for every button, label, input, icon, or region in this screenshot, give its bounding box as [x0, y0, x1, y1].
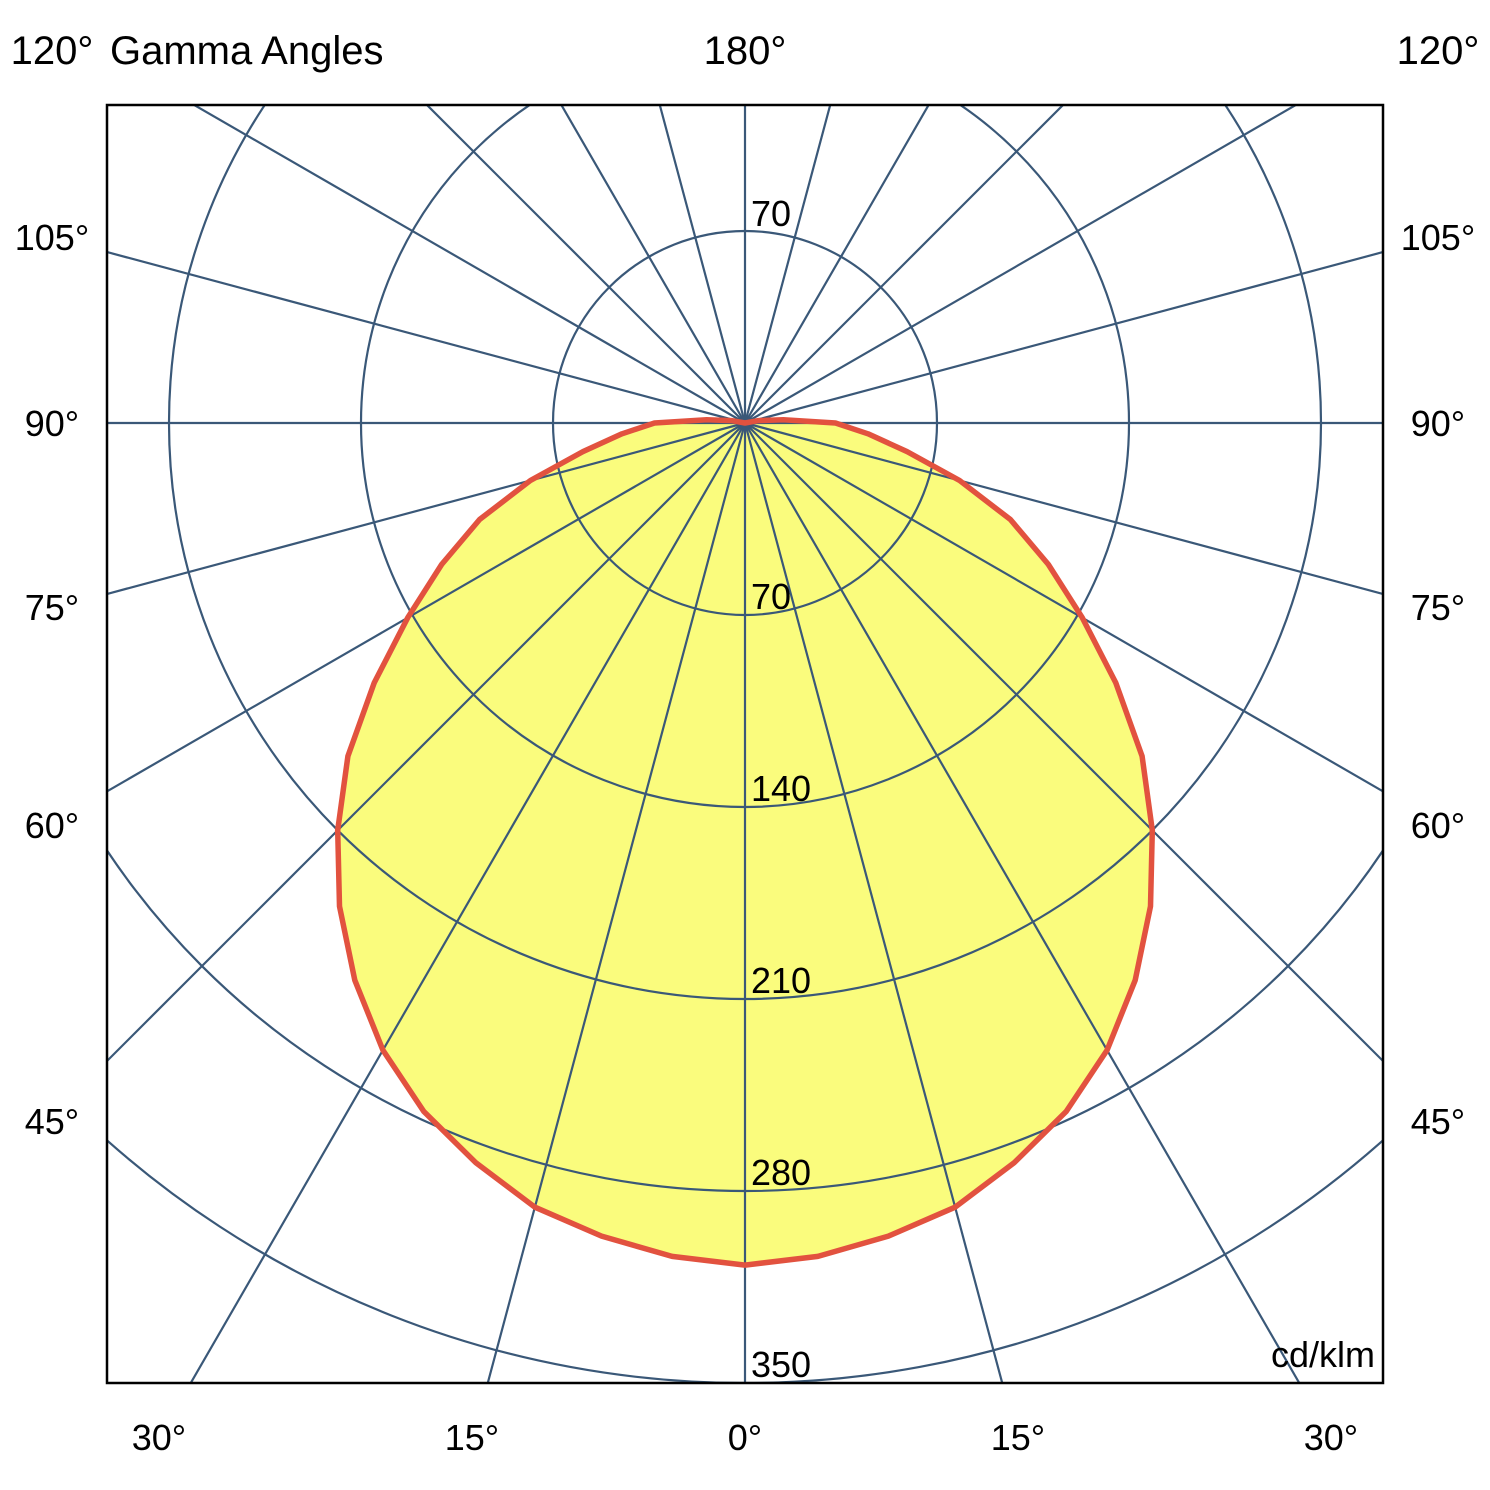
gamma-label-right-120: 120° — [1397, 29, 1480, 73]
gamma-label-bottom-3-15: 15° — [991, 1417, 1045, 1458]
gamma-label-bottom-2-0: 0° — [728, 1417, 762, 1458]
chart-title: Gamma Angles — [110, 29, 383, 73]
angular-gridline-15 — [743, 422, 1004, 1383]
gamma-label-bottom-0-30: 30° — [132, 1417, 186, 1458]
unit-label: cd/klm — [1271, 1334, 1375, 1375]
plot-border — [105, 103, 1385, 1385]
angular-gridline-210 — [560, 105, 746, 424]
angular-gridline-60 — [744, 422, 1383, 793]
radial-label-above-70: 70 — [751, 193, 791, 234]
angular-gridline-30 — [744, 422, 1301, 1383]
gamma-label-left-75: 75° — [25, 587, 79, 628]
angular-gridline-240 — [192, 105, 746, 424]
gamma-label-right-60: 60° — [1411, 805, 1465, 846]
angular-gridline-105 — [744, 250, 1383, 425]
intensity-curve-outline — [334, 416, 1156, 1268]
radial-label-below-210: 210 — [751, 960, 811, 1001]
radial-label-below-280: 280 — [751, 1152, 811, 1193]
gamma-label-right-75: 75° — [1411, 587, 1465, 628]
angular-gridline-165 — [743, 105, 832, 424]
angular-gridline-345 — [486, 422, 747, 1383]
angular-gridline-120 — [744, 105, 1298, 424]
gamma-label-bottom-1-15: 15° — [445, 1417, 499, 1458]
gamma-label-left-120: 120° — [11, 29, 94, 73]
angular-gridline-330 — [189, 422, 746, 1383]
angular-gridline-315 — [107, 422, 746, 1063]
angular-gridline-135 — [744, 105, 1065, 424]
angular-gridline-285 — [107, 421, 746, 596]
radial-label-below-70: 70 — [751, 576, 791, 617]
gamma-label-top-180: 180° — [704, 29, 787, 73]
gamma-label-bottom-4-30: 30° — [1304, 1417, 1358, 1458]
angular-gridline-150 — [744, 105, 930, 424]
radial-label-below-350: 350 — [751, 1344, 811, 1385]
angular-gridline-255 — [107, 250, 746, 425]
angular-gridline-75 — [744, 421, 1383, 596]
angular-gridline-300 — [107, 422, 746, 793]
gamma-label-left-90: 90° — [25, 403, 79, 444]
gamma-label-right-105: 105° — [1401, 217, 1475, 258]
angular-gridline-45 — [744, 422, 1383, 1063]
gamma-label-left-60: 60° — [25, 805, 79, 846]
gamma-label-left-45: 45° — [25, 1101, 79, 1142]
angular-gridline-195 — [658, 105, 747, 424]
angular-gridline-225 — [425, 105, 746, 424]
gamma-label-right-90: 90° — [1411, 403, 1465, 444]
gamma-label-right-45: 45° — [1411, 1101, 1465, 1142]
gamma-label-left-105: 105° — [15, 217, 89, 258]
radial-label-below-140: 140 — [751, 768, 811, 809]
